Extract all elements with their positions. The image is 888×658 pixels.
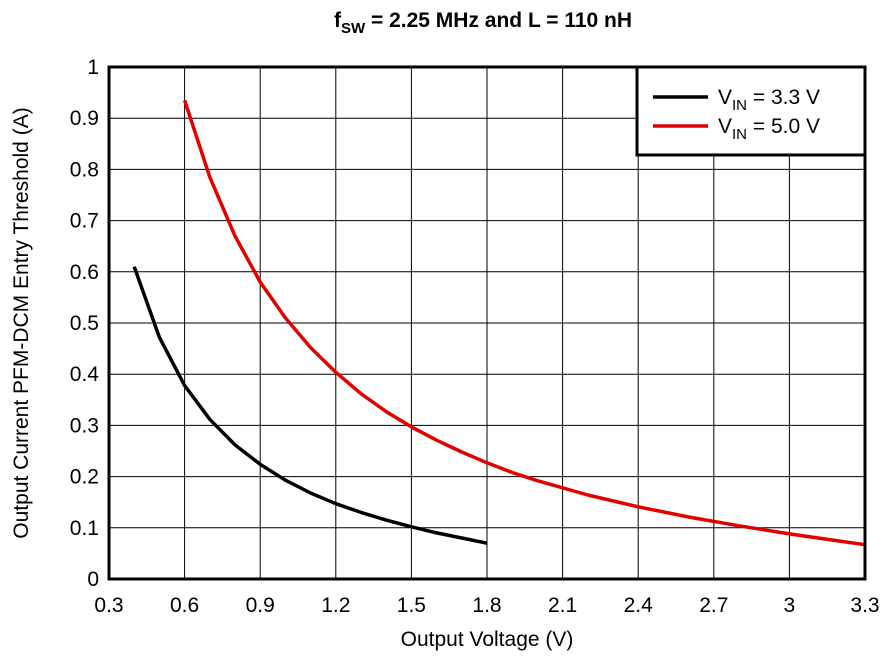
legend-label-vin-3v3-main: V: [718, 86, 732, 109]
x-tick-label: 1.2: [321, 594, 350, 617]
y-axis-label: Output Current PFM-DCM Entry Threshold (…: [10, 107, 33, 538]
y-tick-label: 0.6: [70, 261, 99, 284]
legend-label-vin-3v3-rest: = 3.3 V: [747, 86, 820, 109]
y-tick-label: 0.9: [70, 107, 99, 130]
x-tick-label: 3: [784, 594, 796, 617]
y-tick-label: 1: [87, 56, 99, 79]
chart-title-subscript: SW: [341, 20, 366, 37]
y-tick-label: 0.5: [70, 312, 99, 335]
series-line-1: [182, 99, 866, 547]
x-tick-label: 0.9: [246, 594, 275, 617]
chart-title-rest: = 2.25 MHz and L = 110 nH: [365, 9, 632, 32]
x-axis-label: Output Voltage (V): [401, 628, 574, 651]
x-tick-label: 0.6: [170, 594, 199, 617]
chart-title: fSW = 2.25 MHz and L = 110 nH: [334, 9, 632, 37]
legend-label-vin-5v0-rest: = 5.0 V: [747, 115, 820, 138]
x-tick-labels: 0.3 0.6 0.9 1.2 1.5 1.8 2.1 2.4 2.7 3 3.3: [94, 594, 879, 617]
y-tick-label: 0.3: [70, 414, 99, 437]
legend-label-vin-5v0-main: V: [718, 115, 732, 138]
x-tick-label: 1.5: [397, 594, 426, 617]
x-tick-label: 3.3: [850, 594, 879, 617]
y-tick-label: 0.2: [70, 466, 99, 489]
series-layer: [132, 99, 866, 547]
legend: VIN = 3.3 V VIN = 5.0 V: [635, 65, 867, 157]
y-tick-labels: 0 0.1 0.2 0.3 0.4 0.5 0.6 0.7 0.8 0.9 1: [70, 56, 100, 591]
legend-label-vin-3v3: VIN = 3.3 V: [718, 86, 820, 114]
x-tick-label: 1.8: [472, 594, 501, 617]
x-tick-label: 2.4: [624, 594, 654, 617]
chart-title-main: f: [334, 9, 342, 32]
x-tick-label: 2.7: [699, 594, 728, 617]
x-tick-label: 2.1: [548, 594, 577, 617]
series-line-0: [132, 266, 488, 545]
y-tick-label: 0: [87, 568, 99, 591]
y-tick-label: 0.4: [70, 363, 100, 386]
grid: [109, 67, 865, 579]
legend-label-vin-5v0: VIN = 5.0 V: [718, 115, 820, 143]
legend-label-vin-5v0-sub: IN: [732, 126, 747, 143]
plot-frame: [107, 65, 867, 581]
legend-label-vin-3v3-sub: IN: [732, 97, 747, 114]
y-tick-label: 0.7: [70, 210, 99, 233]
y-tick-label: 0.1: [70, 517, 99, 540]
legend-box: [635, 65, 867, 157]
x-tick-label: 0.3: [94, 594, 123, 617]
y-tick-label: 0.8: [70, 158, 99, 181]
